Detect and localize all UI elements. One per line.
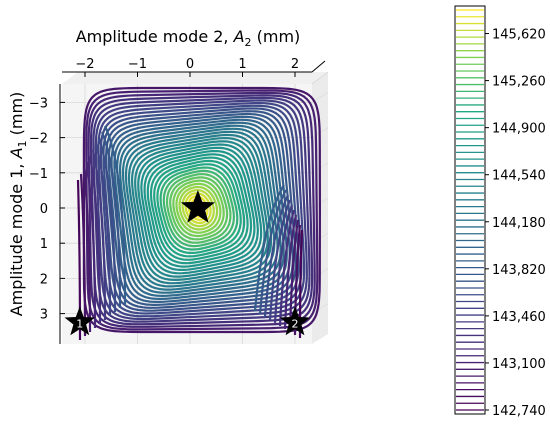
y-tick-label-0: −3 bbox=[29, 96, 48, 111]
contour-line-0 bbox=[82, 86, 321, 334]
low-contour-right-9 bbox=[253, 184, 285, 312]
contour-line-25 bbox=[153, 159, 246, 258]
low-contour-left-7 bbox=[97, 137, 117, 313]
colorbar-ticks: 145,620 145,260 144,900 144,540 144,180 143,8… bbox=[485, 28, 546, 419]
contour-line-31 bbox=[172, 179, 225, 238]
low-contour-left-8 bbox=[100, 131, 122, 309]
marker-star-1 bbox=[64, 306, 95, 336]
colorbar-tick-label-3: 144,540 bbox=[492, 169, 546, 184]
colorbar-tick-label-5: 143,820 bbox=[492, 263, 546, 278]
marker-label-1: 1 bbox=[76, 317, 83, 330]
colorbar-frame bbox=[454, 5, 486, 415]
colorbar-tick-label-0: 145,620 bbox=[492, 28, 546, 43]
low-contour-left-9 bbox=[104, 125, 127, 305]
contour-line-35 bbox=[184, 192, 212, 225]
low-contour-right-3 bbox=[283, 214, 298, 330]
contour-line-24 bbox=[149, 156, 249, 261]
contour-line-22 bbox=[143, 150, 256, 268]
y-tick-label-1: −2 bbox=[29, 132, 48, 147]
low-contour-right-8 bbox=[258, 189, 287, 315]
y-tick-label-2: −1 bbox=[29, 167, 48, 182]
contour-line-28 bbox=[162, 169, 236, 248]
contour-line-17 bbox=[127, 133, 273, 285]
low-contour-left-4 bbox=[88, 155, 102, 325]
axes bbox=[59, 60, 326, 344]
side-grid-6 bbox=[311, 303, 329, 314]
contour-line-19 bbox=[134, 140, 266, 278]
low-contour-right-2 bbox=[288, 219, 300, 333]
marker-star-0 bbox=[180, 190, 215, 223]
x-tick-label-1: −1 bbox=[128, 57, 147, 72]
y-axis-title: Amplitude mode 1, A1 (mm) bbox=[7, 92, 29, 317]
contour-line-27 bbox=[159, 166, 239, 251]
y-tick-label-3: 0 bbox=[40, 202, 48, 217]
contour-line-20 bbox=[137, 143, 263, 275]
low-contour-right-5 bbox=[273, 204, 294, 324]
low-contour-left-6 bbox=[94, 143, 112, 317]
back-pane bbox=[62, 72, 328, 84]
low-contour-right-7 bbox=[263, 194, 289, 318]
contour-line-33 bbox=[178, 185, 219, 231]
contour-line-23 bbox=[146, 153, 253, 265]
contour-line-14 bbox=[119, 124, 282, 294]
x-axis-title: Amplitude mode 2, A2 (mm) bbox=[76, 27, 301, 49]
colorbar-tick-label-8: 142,740 bbox=[492, 404, 546, 419]
low-contour-right-4 bbox=[278, 209, 296, 327]
y-tick-label-5: 2 bbox=[40, 272, 48, 287]
x-ticks: −2 −1 0 1 2 bbox=[75, 57, 299, 77]
marker-star-2 bbox=[279, 306, 311, 336]
contour-line-26 bbox=[156, 163, 242, 254]
x-axis-corner bbox=[311, 60, 326, 73]
y-ticks: −3 −2 −1 0 1 2 3 bbox=[29, 96, 65, 323]
low-contour-right-6 bbox=[268, 199, 292, 321]
contour-line-10 bbox=[107, 112, 294, 306]
x-tick-label-4: 2 bbox=[291, 57, 299, 72]
contour-line-32 bbox=[175, 182, 222, 234]
low-contour-left-5 bbox=[91, 149, 107, 321]
x-tick-label-2: 0 bbox=[186, 57, 194, 72]
colorbar-tick-label-4: 144,180 bbox=[492, 216, 546, 231]
contour-line-18 bbox=[131, 136, 269, 281]
pane-edge bbox=[311, 71, 329, 85]
contour-line-16 bbox=[124, 130, 276, 288]
colorbar-tick-label-7: 143,100 bbox=[492, 357, 546, 372]
low-contour-left-2 bbox=[82, 167, 92, 333]
contour-line-29 bbox=[165, 172, 232, 244]
colorbar-tick-label-1: 145,260 bbox=[492, 75, 546, 90]
low-contour-left-1 bbox=[79, 173, 87, 337]
colorbar-tick-label-6: 143,460 bbox=[492, 310, 546, 325]
contour-line-21 bbox=[140, 146, 259, 271]
x-tick-label-0: −2 bbox=[75, 57, 94, 72]
y-tick-label-4: 1 bbox=[40, 237, 48, 252]
colorbar-tick-label-2: 144,900 bbox=[492, 122, 546, 137]
x-tick-label-3: 1 bbox=[238, 57, 246, 72]
contour-lines bbox=[76, 86, 321, 341]
contour-line-30 bbox=[169, 176, 229, 241]
y-tick-label-6: 3 bbox=[40, 308, 48, 323]
colorbar bbox=[454, 5, 486, 415]
marker-label-2: 2 bbox=[292, 317, 299, 330]
low-contour-left-3 bbox=[85, 161, 97, 329]
contour-line-34 bbox=[181, 189, 215, 228]
